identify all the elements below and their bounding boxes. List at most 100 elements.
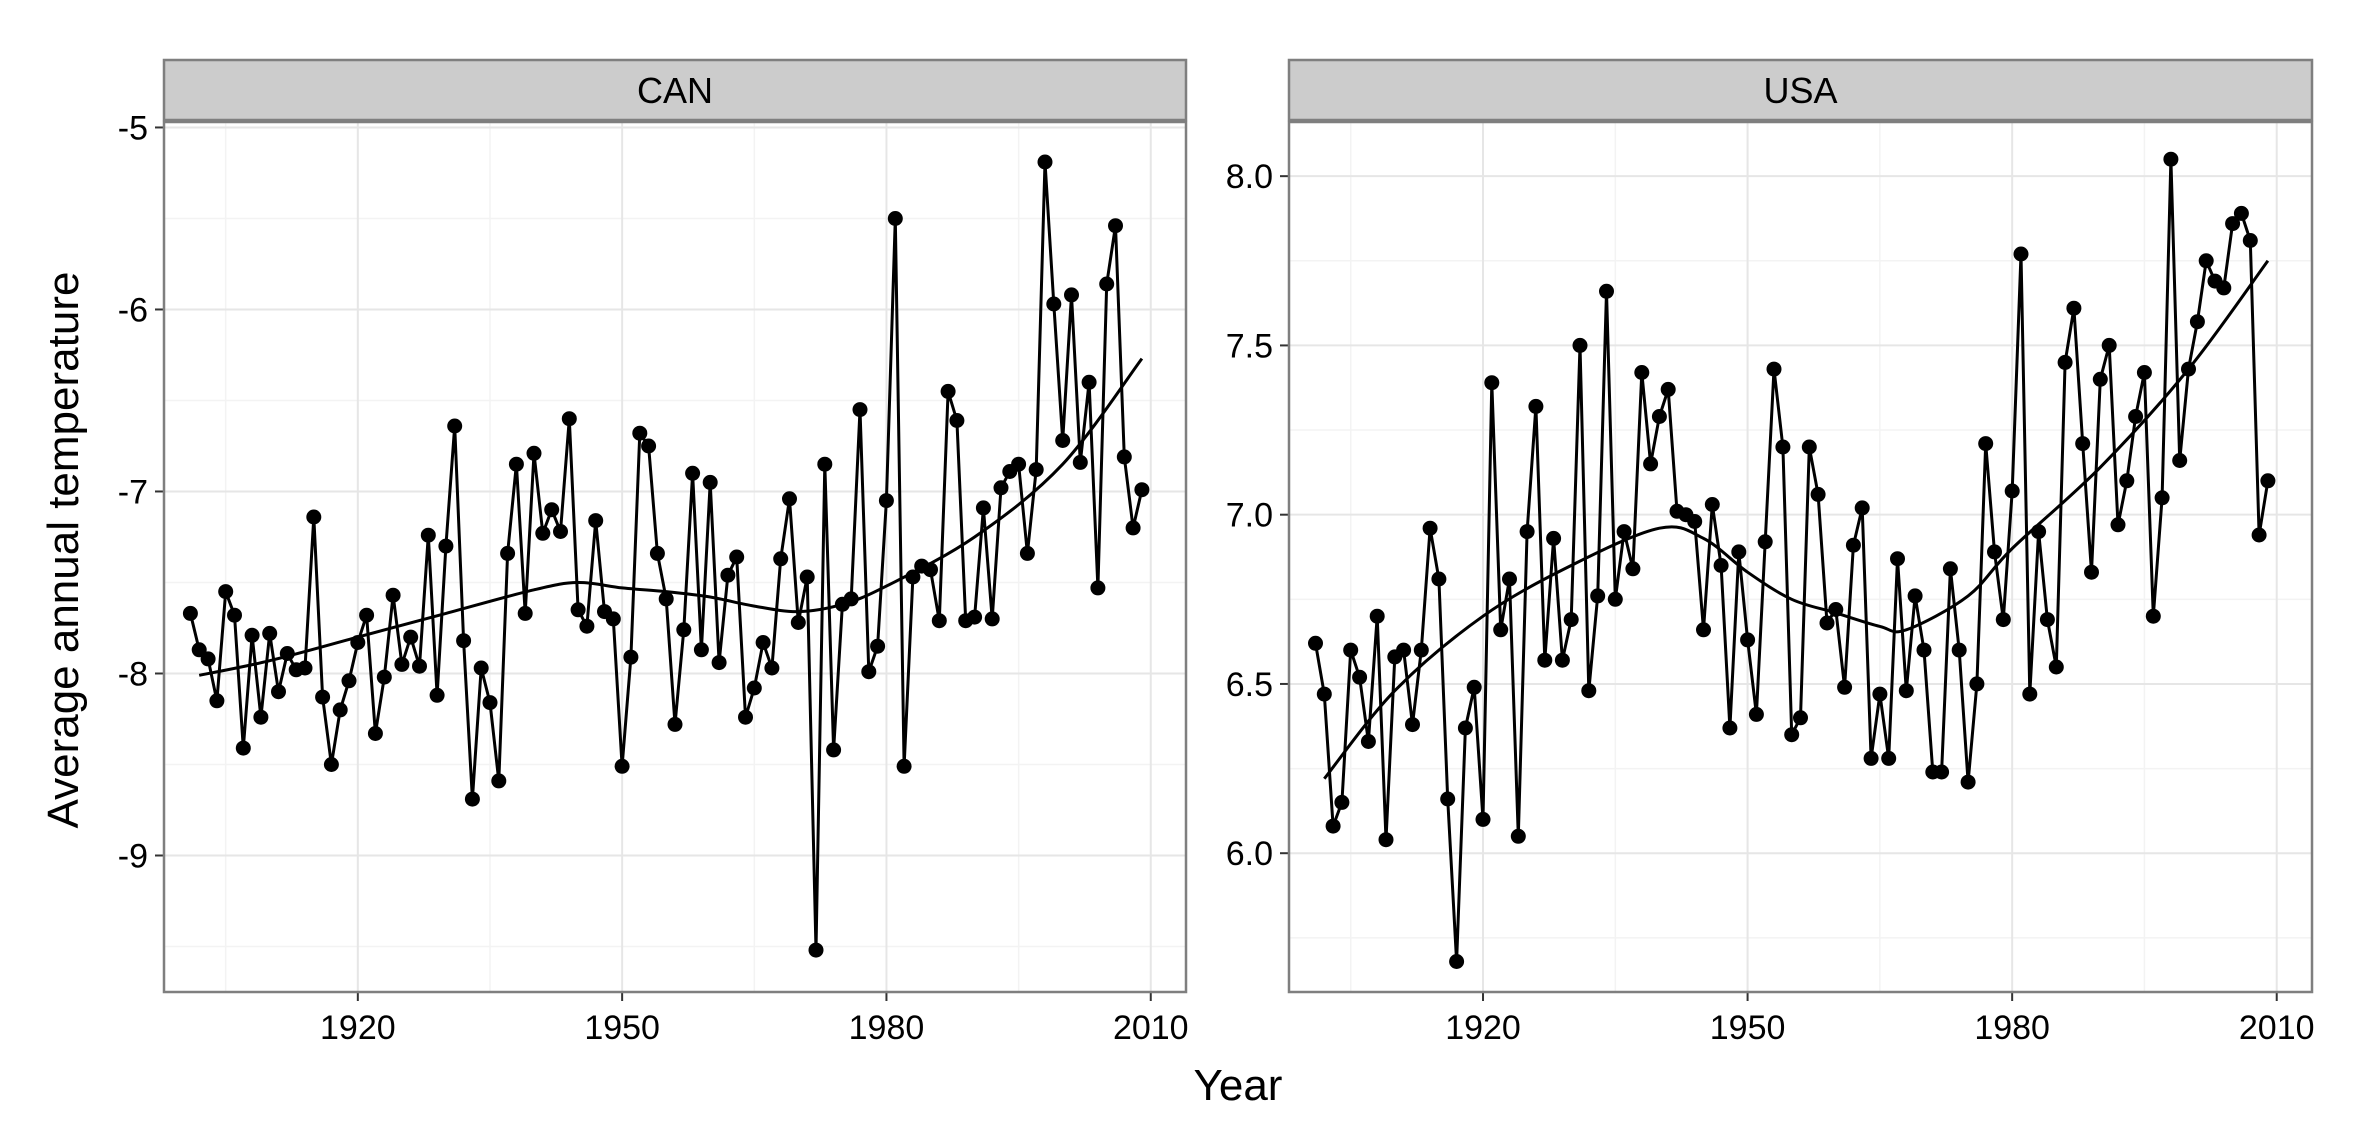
panel-background-can xyxy=(164,122,1186,992)
data-point-usa xyxy=(1493,622,1509,638)
data-point-can xyxy=(967,609,983,625)
data-point-can xyxy=(491,773,507,789)
data-point-can xyxy=(693,642,709,658)
data-point-usa xyxy=(1519,524,1535,540)
data-point-usa xyxy=(1810,486,1826,502)
data-point-usa xyxy=(1369,608,1385,624)
data-point-usa xyxy=(1881,750,1897,766)
x-axis-title: Year xyxy=(1194,1061,1283,1110)
data-point-usa xyxy=(2084,564,2099,580)
data-point-can xyxy=(782,491,797,507)
data-point-usa xyxy=(1457,720,1473,736)
data-point-usa xyxy=(2225,216,2241,232)
data-point-can xyxy=(949,413,965,428)
data-point-can xyxy=(271,684,286,700)
facet-strip-label-usa: USA xyxy=(1763,70,1837,111)
data-point-usa xyxy=(2128,409,2144,424)
data-point-can xyxy=(262,625,278,641)
data-point-can xyxy=(182,605,198,621)
data-point-can xyxy=(447,418,463,434)
x-tick-label-usa: 2010 xyxy=(2239,1009,2315,1047)
data-point-usa xyxy=(1581,683,1597,699)
data-point-can xyxy=(588,513,604,529)
data-point-can xyxy=(861,664,877,680)
data-point-can xyxy=(394,656,410,672)
facet-strip-label-can: CAN xyxy=(637,70,713,111)
data-point-can xyxy=(341,673,357,689)
panel-border-can xyxy=(162,120,1188,994)
y-tick-label-usa: 8.0 xyxy=(1226,158,1273,196)
trend-curve-can xyxy=(198,357,1144,677)
x-tick-label-can: 1920 xyxy=(320,1009,396,1047)
data-point-usa xyxy=(1510,828,1526,844)
data-point-usa xyxy=(1766,361,1782,377)
data-point-usa xyxy=(2260,473,2276,489)
x-tick-label-usa: 1950 xyxy=(1710,1009,1786,1047)
data-point-can xyxy=(817,456,833,472)
data-point-usa xyxy=(1801,439,1817,455)
y-tick-label-can: -5 xyxy=(118,109,148,147)
data-point-usa xyxy=(2145,608,2161,624)
data-point-usa xyxy=(1360,734,1376,749)
data-point-can xyxy=(464,791,480,807)
facet-panel-usa: 6.0 6.5 7.0 7.5 8.0 1920 1950 1980 2010 USA xyxy=(1226,58,2315,1047)
data-point-can xyxy=(720,567,736,583)
data-point-can xyxy=(658,591,674,607)
data-point-can xyxy=(896,758,912,774)
data-point-usa xyxy=(1634,365,1650,380)
data-point-usa xyxy=(1942,561,1958,577)
data-point-usa xyxy=(1440,791,1456,807)
data-point-usa xyxy=(2216,280,2232,296)
x-tick-label-usa: 1920 xyxy=(1445,1009,1521,1047)
panel-border-usa xyxy=(1287,120,2314,994)
data-point-usa xyxy=(1907,588,1923,604)
data-point-can xyxy=(227,607,242,623)
data-point-usa xyxy=(2092,371,2108,387)
data-point-usa xyxy=(1775,439,1791,455)
data-point-usa xyxy=(1325,818,1341,834)
data-point-usa xyxy=(1616,524,1632,540)
data-point-can xyxy=(623,649,639,665)
data-point-can xyxy=(1019,545,1035,561)
data-point-can xyxy=(1028,462,1044,478)
data-point-usa xyxy=(2031,524,2047,540)
data-point-usa xyxy=(1890,551,1905,567)
data-point-usa xyxy=(1599,283,1614,299)
data-point-can xyxy=(923,562,938,578)
data-point-usa xyxy=(2004,483,2020,499)
data-point-usa xyxy=(1854,500,1870,516)
y-tick-label-can: -8 xyxy=(118,655,148,693)
data-point-usa xyxy=(2242,233,2258,248)
data-point-usa xyxy=(1422,520,1438,536)
data-point-can xyxy=(1090,580,1106,596)
data-point-can xyxy=(711,655,727,671)
data-point-can xyxy=(993,480,1009,496)
data-point-usa xyxy=(1916,642,1932,658)
data-point-usa xyxy=(1572,337,1588,353)
data-point-can xyxy=(1046,296,1062,312)
data-point-can xyxy=(984,611,1000,627)
data-point-usa xyxy=(1607,591,1623,607)
data-point-usa xyxy=(2110,517,2126,533)
data-point-usa xyxy=(2172,453,2188,468)
data-point-can xyxy=(614,758,630,774)
data-point-can xyxy=(315,689,331,705)
data-point-usa xyxy=(1316,686,1332,702)
data-point-can xyxy=(323,757,339,772)
data-point-can xyxy=(218,584,234,600)
data-point-usa xyxy=(2154,490,2170,506)
data-point-can xyxy=(905,569,921,585)
data-point-can xyxy=(878,493,894,509)
data-point-usa xyxy=(1731,544,1747,560)
data-point-can xyxy=(870,638,886,654)
data-point-can xyxy=(826,742,842,758)
data-point-usa xyxy=(1396,642,1412,658)
data-point-can xyxy=(773,551,789,567)
data-point-can xyxy=(570,602,586,618)
data-point-can xyxy=(887,211,903,226)
data-point-can xyxy=(332,702,348,718)
data-point-can xyxy=(605,611,621,627)
data-point-can xyxy=(685,465,701,481)
